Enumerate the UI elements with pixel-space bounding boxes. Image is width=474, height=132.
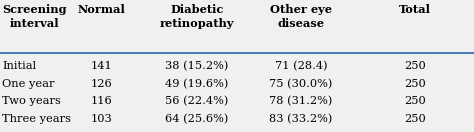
Text: 49 (19.6%): 49 (19.6%) — [165, 79, 228, 89]
Text: Normal: Normal — [78, 4, 126, 15]
Text: 250: 250 — [404, 79, 426, 89]
Text: 38 (15.2%): 38 (15.2%) — [165, 61, 228, 71]
Text: Initial: Initial — [2, 61, 36, 71]
Text: Two years: Two years — [2, 96, 61, 106]
Text: 64 (25.6%): 64 (25.6%) — [165, 114, 228, 124]
Text: Three years: Three years — [2, 114, 72, 124]
Text: 71 (28.4): 71 (28.4) — [274, 61, 328, 71]
Text: 103: 103 — [91, 114, 113, 124]
Text: Diabetic
retinopathy: Diabetic retinopathy — [159, 4, 234, 29]
Text: 75 (30.0%): 75 (30.0%) — [269, 79, 333, 89]
Text: 116: 116 — [91, 96, 113, 106]
Text: 126: 126 — [91, 79, 113, 89]
Text: 250: 250 — [404, 61, 426, 71]
Text: 56 (22.4%): 56 (22.4%) — [165, 96, 228, 107]
Text: Screening
interval: Screening interval — [2, 4, 67, 29]
Text: Other eye
disease: Other eye disease — [270, 4, 332, 29]
Text: 83 (33.2%): 83 (33.2%) — [269, 114, 333, 124]
Text: One year: One year — [2, 79, 55, 89]
Text: 141: 141 — [91, 61, 113, 71]
Text: 250: 250 — [404, 114, 426, 124]
Text: 250: 250 — [404, 96, 426, 106]
Text: 78 (31.2%): 78 (31.2%) — [269, 96, 333, 107]
Text: Total: Total — [399, 4, 431, 15]
